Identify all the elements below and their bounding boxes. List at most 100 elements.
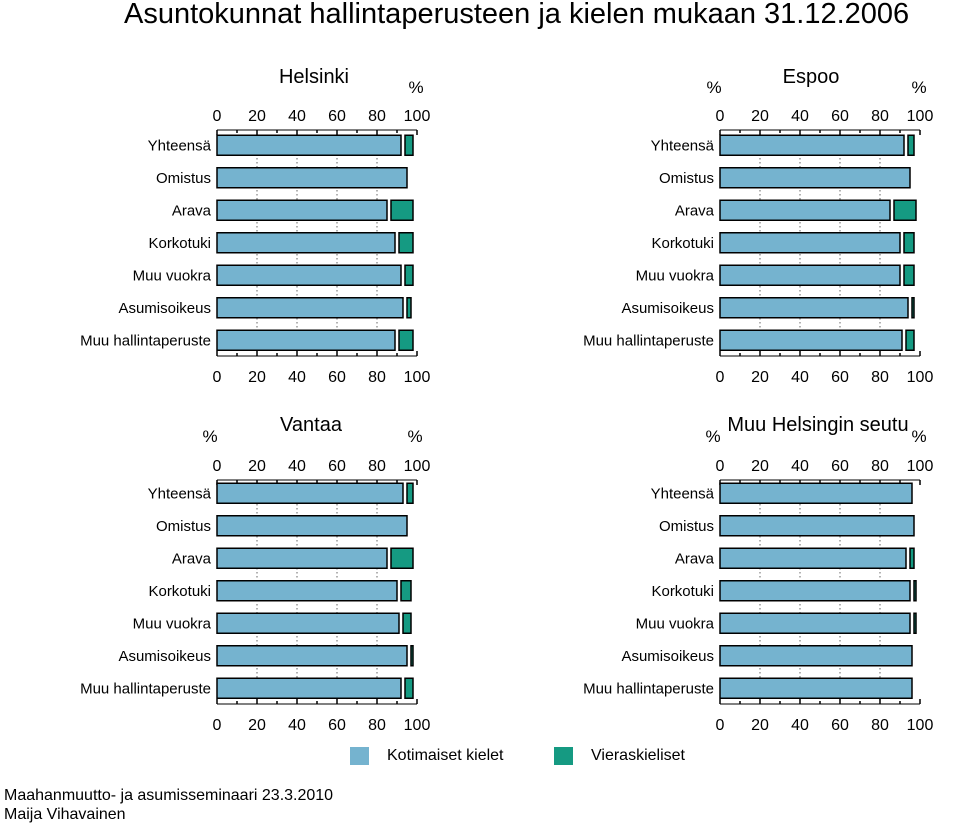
chart-3-category-label: Muu hallintaperuste <box>80 680 211 697</box>
chart-4-bar-native <box>719 612 911 634</box>
chart-4-top-tick-label: 60 <box>831 458 849 475</box>
chart-3-bar-native <box>216 612 400 634</box>
chart-3-top-tick-label: 100 <box>404 458 431 475</box>
chart-4-bar-foreign <box>913 612 917 634</box>
chart-1-top-tick-label: 100 <box>404 108 431 125</box>
chart-4-bottom-tick-label: 40 <box>791 717 809 734</box>
chart-2-top-tick-label: 100 <box>907 108 934 125</box>
chart-3-bar-foreign <box>400 580 412 602</box>
chart-4-bar-native <box>719 580 911 602</box>
chart-1-top-tick-label: 0 <box>213 108 222 125</box>
chart-1-bar-native <box>216 199 388 221</box>
chart-2-bar-native <box>719 199 891 221</box>
chart-4-category-label: Omistus <box>659 518 714 535</box>
legend-item-foreign: Vieraskieliset <box>554 745 685 767</box>
chart-1-top-tick-label: 60 <box>328 108 346 125</box>
chart-2-bar-native <box>719 264 901 286</box>
chart-1-top-tick-label: 20 <box>248 108 266 125</box>
chart-2-bar-native <box>719 134 905 156</box>
chart-3-category-label: Arava <box>172 550 212 567</box>
chart-1-category-label: Asumisoikeus <box>118 300 211 317</box>
chart-2-bottom-tick-label: 80 <box>871 369 889 386</box>
chart-3-bar-foreign <box>404 677 414 699</box>
chart-4-top-tick-label: 20 <box>751 458 769 475</box>
chart-4-bar-native <box>719 482 913 504</box>
chart-4-bottom-tick-label: 80 <box>871 717 889 734</box>
chart-4-percent-right: % <box>911 427 926 446</box>
chart-4-bar-native <box>719 515 915 537</box>
chart-4-bottom-tick-label: 100 <box>907 717 934 734</box>
chart-1-bottom-tick-label: 20 <box>248 369 266 386</box>
chart-4-top-tick-label: 40 <box>791 458 809 475</box>
chart-2-bottom-tick-label: 60 <box>831 369 849 386</box>
chart-3-top-tick-label: 0 <box>213 458 222 475</box>
chart-1-bottom-tick-label: 40 <box>288 369 306 386</box>
chart-2-percent-left: % <box>706 78 721 97</box>
chart-4-bar-native <box>719 547 907 569</box>
footer-author: Maija Vihavainen <box>4 806 126 823</box>
chart-2-bottom-tick-label: 100 <box>907 369 934 386</box>
chart-3-category-label: Omistus <box>156 518 211 535</box>
chart-2-bottom-tick-label: 20 <box>751 369 769 386</box>
chart-4-category-label: Arava <box>675 550 715 567</box>
chart-4-percent-left: % <box>705 427 720 446</box>
chart-1-bar-native <box>216 232 396 254</box>
chart-2-title: Espoo <box>783 66 840 88</box>
chart-3-bar-foreign <box>390 547 414 569</box>
chart-3-bar-native <box>216 515 408 537</box>
chart-4-category-label: Muu hallintaperuste <box>583 680 714 697</box>
chart-3-bar-foreign <box>406 482 414 504</box>
chart-1-bar-native <box>216 134 402 156</box>
chart-2-top-tick-label: 40 <box>791 108 809 125</box>
chart-2-bar-native <box>719 329 903 351</box>
chart-2-bar-foreign <box>903 264 915 286</box>
chart-1-bottom-tick-label: 100 <box>404 369 431 386</box>
chart-4-title: Muu Helsingin seutu <box>727 414 908 436</box>
chart-3-bar-native <box>216 547 388 569</box>
chart-1-bar-native <box>216 167 408 189</box>
chart-3-bottom-tick-label: 100 <box>404 717 431 734</box>
chart-3-bottom-tick-label: 40 <box>288 717 306 734</box>
chart-2-top-tick-label: 20 <box>751 108 769 125</box>
chart-3-bottom-tick-label: 0 <box>213 717 222 734</box>
chart-2-bar-native <box>719 297 909 319</box>
chart-2-category-label: Muu vuokra <box>636 267 715 284</box>
chart-3-top-tick-label: 60 <box>328 458 346 475</box>
chart-3-bottom-tick-label: 80 <box>368 717 386 734</box>
chart-3-category-label: Yhteensä <box>148 485 212 502</box>
chart-3-bar-native <box>216 482 404 504</box>
chart-1-category-label: Muu hallintaperuste <box>80 332 211 349</box>
chart-2-category-label: Arava <box>675 202 715 219</box>
chart-2-bar-foreign <box>893 199 917 221</box>
chart-4-category-label: Asumisoikeus <box>621 648 714 665</box>
chart-1-category-label: Yhteensä <box>148 137 212 154</box>
chart-3-bar-foreign <box>410 645 414 667</box>
chart-3-bottom-tick-label: 20 <box>248 717 266 734</box>
chart-2-category-label: Asumisoikeus <box>621 300 714 317</box>
chart-2-bottom-tick-label: 0 <box>716 369 725 386</box>
chart-4-top-tick-label: 80 <box>871 458 889 475</box>
chart-1-category-label: Arava <box>172 202 212 219</box>
chart-3-bottom-tick-label: 60 <box>328 717 346 734</box>
chart-4-bottom-tick-label: 0 <box>716 717 725 734</box>
legend-item-native: Kotimaiset kielet <box>350 745 504 767</box>
chart-2-bottom-tick-label: 40 <box>791 369 809 386</box>
chart-2-bar-native <box>719 232 901 254</box>
chart-3-category-label: Asumisoikeus <box>118 648 211 665</box>
chart-3-category-label: Korkotuki <box>148 583 211 600</box>
chart-2-bar-foreign <box>903 232 915 254</box>
chart-3-top-tick-label: 20 <box>248 458 266 475</box>
chart-4-bottom-tick-label: 60 <box>831 717 849 734</box>
chart-2-percent-right: % <box>911 78 926 97</box>
chart-1-bar-foreign <box>404 134 414 156</box>
footer-event: Maahanmuutto- ja asumisseminaari 23.3.20… <box>4 787 334 804</box>
chart-4-category-label: Yhteensä <box>651 485 715 502</box>
chart-1-category-label: Korkotuki <box>148 235 211 252</box>
chart-3-top-tick-label: 40 <box>288 458 306 475</box>
chart-1-bar-native <box>216 329 396 351</box>
chart-1-bar-native <box>216 297 404 319</box>
page-title: Asuntokunnat hallintaperusteen ja kielen… <box>124 0 910 30</box>
chart-3-category-label: Muu vuokra <box>133 615 212 632</box>
chart-1-bar-foreign <box>406 297 412 319</box>
